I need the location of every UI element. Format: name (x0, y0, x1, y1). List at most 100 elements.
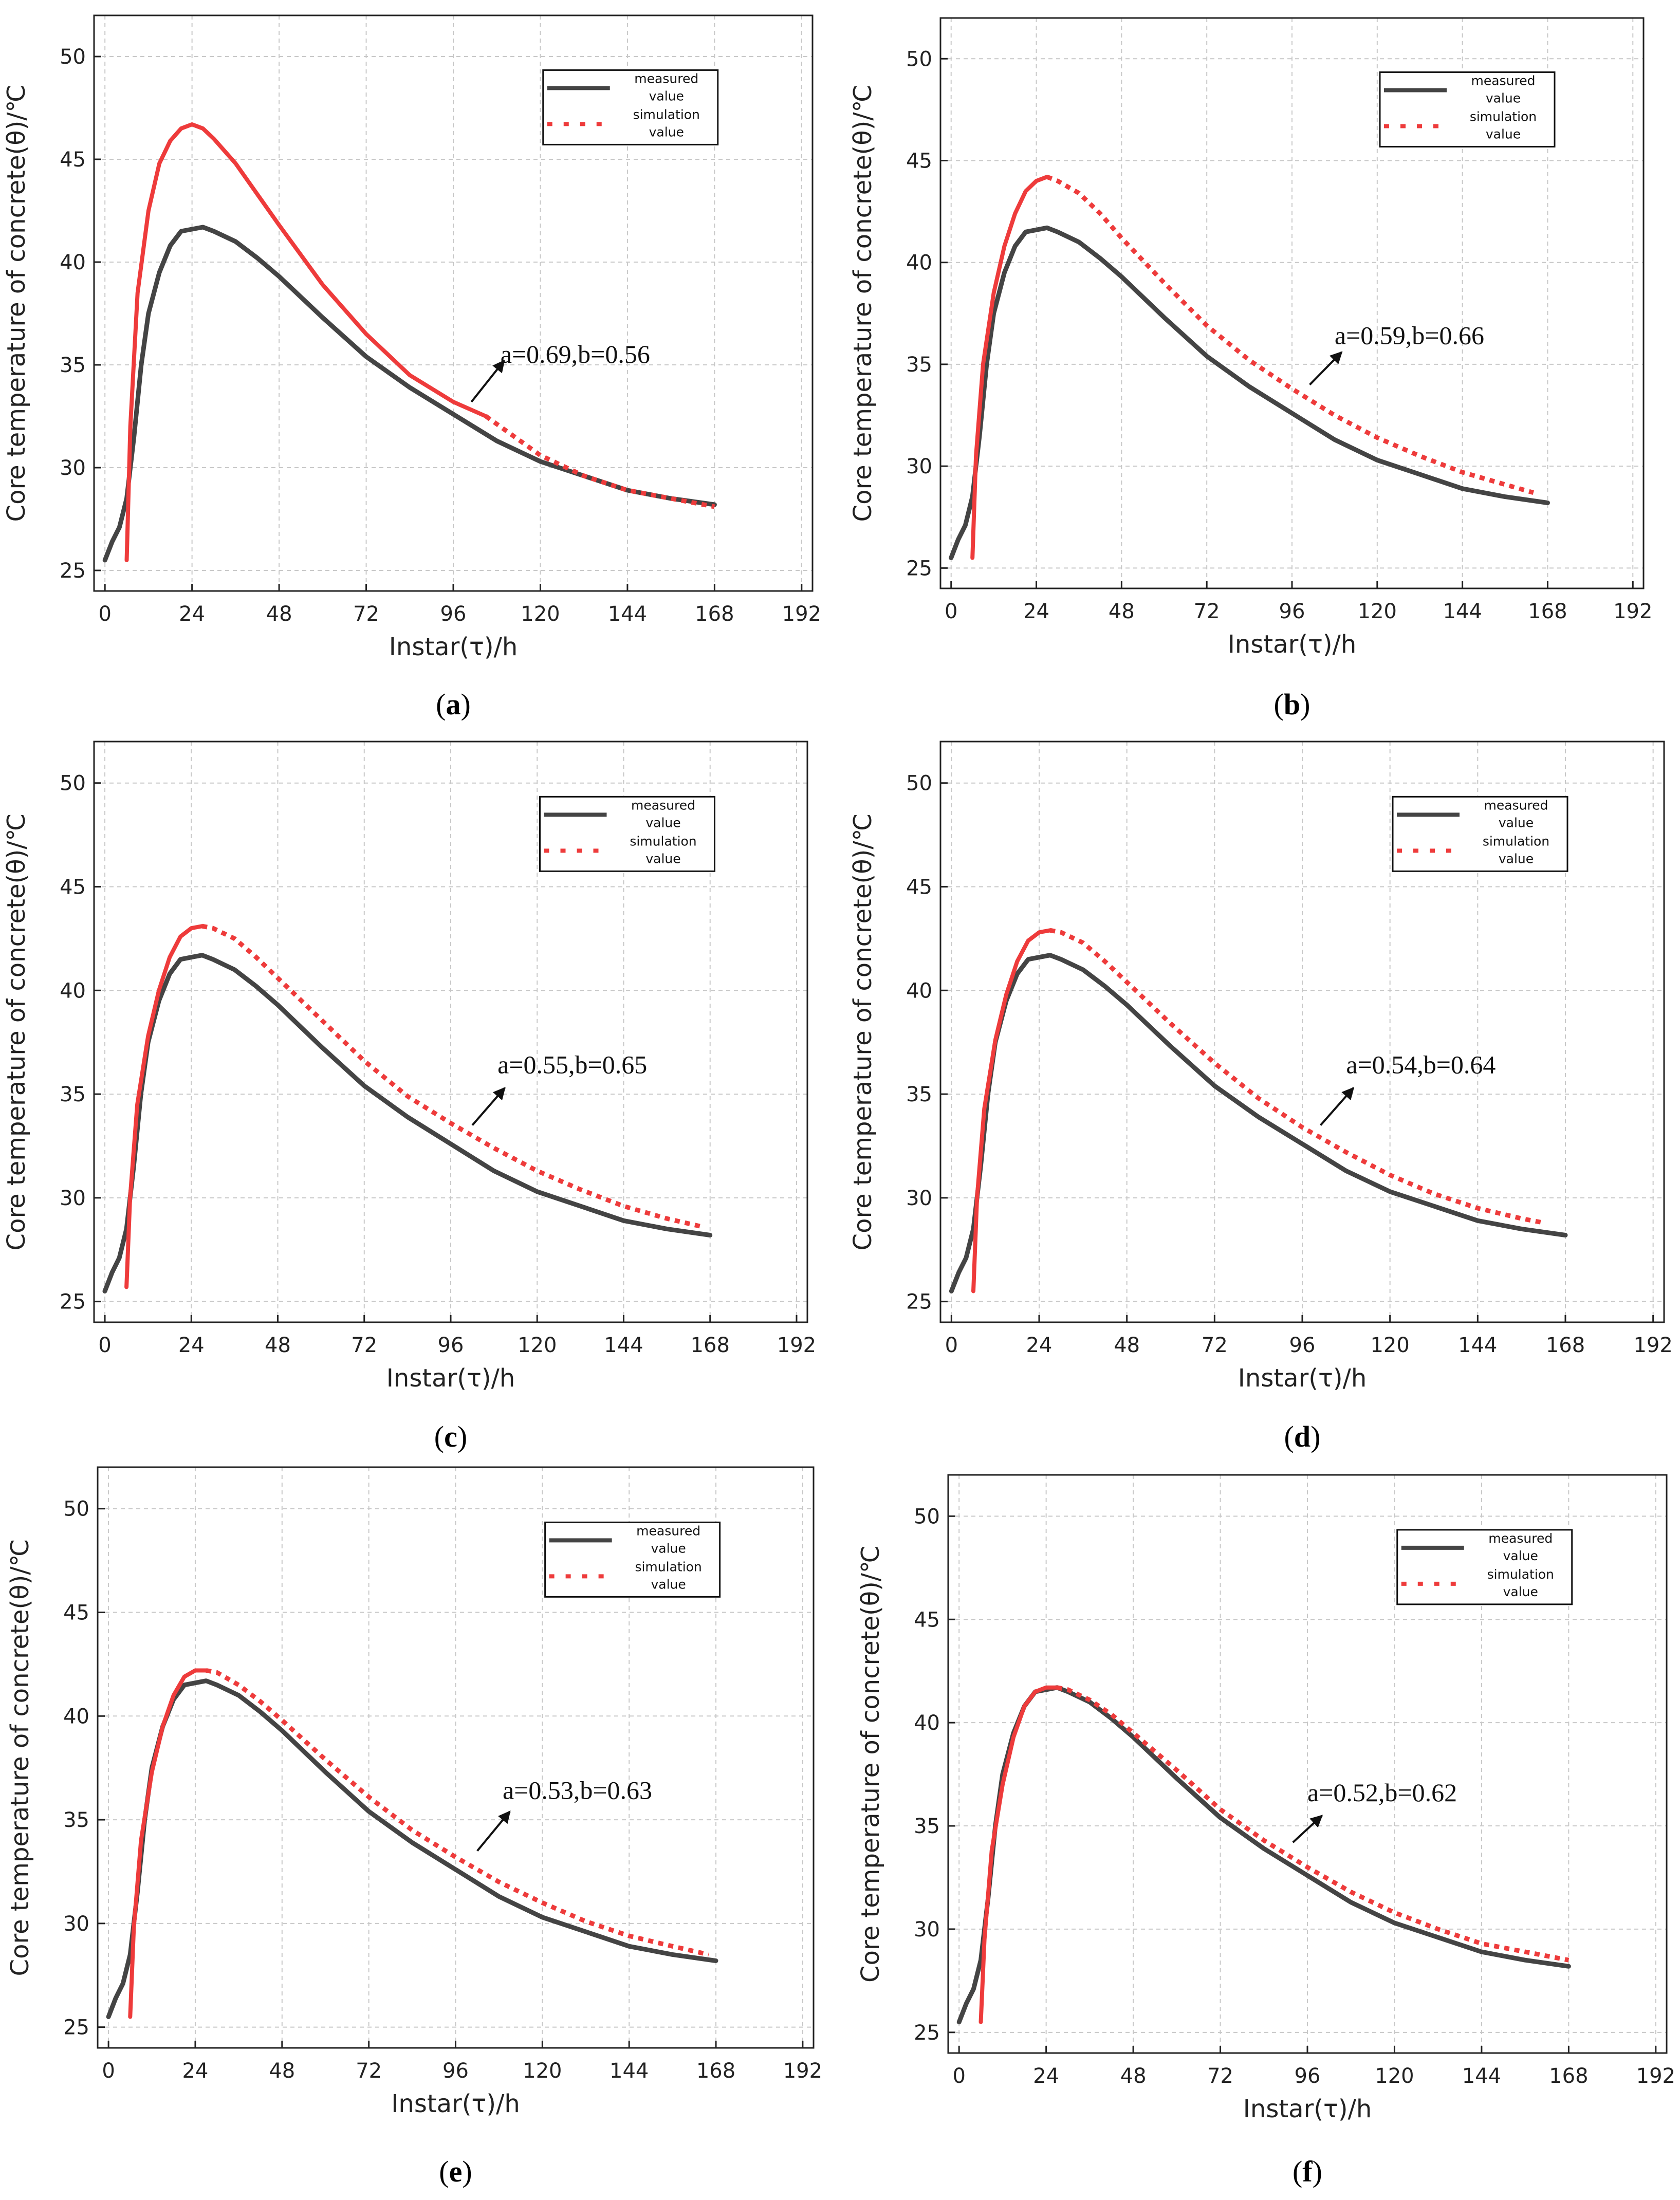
y-tick-label: 40 (60, 979, 86, 1003)
x-tick-label: 96 (1289, 1334, 1316, 1357)
x-tick-label: 24 (1023, 600, 1049, 623)
panel-caption: (c) (434, 1420, 467, 1453)
x-tick-label: 144 (610, 2059, 649, 2083)
x-tick-label: 72 (356, 2059, 382, 2083)
legend-box (1379, 71, 1556, 147)
x-axis-title: Instar(τ)/h (389, 633, 518, 661)
x-tick-label: 48 (1114, 1334, 1140, 1357)
x-tick-label: 0 (98, 1334, 111, 1357)
x-tick-label: 48 (269, 2059, 295, 2083)
x-tick-label: 144 (1462, 2064, 1501, 2088)
x-tick-label: 192 (1633, 1334, 1672, 1357)
annotation-label: a=0.53,b=0.63 (503, 1776, 652, 1805)
annotation-arrow (1320, 1087, 1355, 1126)
y-tick-label: 25 (63, 2016, 89, 2040)
y-tick-label: 40 (906, 251, 932, 275)
legend-box (1396, 1529, 1573, 1605)
y-tick-label: 35 (63, 1808, 89, 1832)
x-tick-label: 0 (945, 600, 957, 623)
y-tick-label: 25 (914, 2021, 940, 2045)
x-tick-label: 168 (1546, 1334, 1585, 1357)
x-tick-label: 96 (440, 602, 467, 626)
x-axis-title: Instar(τ)/h (391, 2090, 520, 2118)
x-tick-label: 72 (353, 602, 379, 626)
x-tick-label: 168 (695, 602, 734, 626)
panel-caption: (a) (436, 688, 471, 721)
x-tick-label: 24 (1026, 1334, 1053, 1357)
y-tick-label: 50 (906, 47, 932, 71)
y-tick-label: 45 (906, 150, 932, 173)
legend-entry: measured value (636, 1523, 700, 1556)
x-tick-label: 168 (1528, 600, 1567, 623)
x-tick-label: 120 (521, 602, 560, 626)
x-tick-label: 192 (783, 2059, 822, 2083)
series-line-simulation-solid (971, 928, 1053, 1293)
y-tick-label: 35 (906, 1083, 932, 1106)
y-tick-label: 50 (906, 772, 932, 796)
y-tick-label: 35 (60, 354, 86, 377)
legend-entry: simulation value (1487, 1567, 1554, 1599)
x-tick-label: 168 (696, 2059, 735, 2083)
x-axis-title: Instar(τ)/h (386, 1364, 515, 1393)
legend-entry: simulation value (633, 107, 700, 139)
y-axis-title: Core temperature of concrete(θ)/℃ (848, 814, 877, 1251)
x-tick-label: 120 (1375, 2064, 1414, 2088)
annotation-label: a=0.52,b=0.62 (1307, 1778, 1457, 1807)
chart-panel-f: 0 24 48 72 96 120 144 168 192 25 30 35 40 45 50 Instar(… (856, 1474, 1675, 2188)
x-tick-label: 168 (1549, 2064, 1588, 2088)
chart-panel-a: 0 24 48 72 96 120 144 168 192 25 30 35 40 45 50 Instar(… (2, 14, 821, 721)
y-axis-title: Core temperature of concrete(θ)/℃ (856, 1545, 885, 1983)
y-tick-label: 50 (60, 45, 86, 69)
annotation-arrow (471, 1087, 506, 1126)
x-tick-label: 120 (518, 1334, 557, 1357)
series-line-simulation-solid (124, 122, 488, 562)
y-tick-label: 25 (906, 1290, 932, 1314)
x-tick-label: 120 (1358, 600, 1397, 623)
x-axis-title: Instar(τ)/h (1238, 1364, 1367, 1393)
series-line-simulation-dotted (201, 923, 704, 1229)
panel-caption: (f) (1293, 2155, 1322, 2188)
y-tick-label: 40 (60, 251, 86, 274)
x-tick-label: 144 (604, 1334, 643, 1357)
y-tick-label: 45 (60, 148, 86, 172)
y-tick-label: 25 (60, 559, 86, 583)
y-tick-label: 30 (60, 456, 86, 480)
y-tick-label: 30 (60, 1187, 86, 1210)
x-tick-label: 48 (1109, 600, 1135, 623)
x-tick-label: 0 (952, 2064, 965, 2088)
x-tick-label: 0 (98, 602, 111, 626)
y-axis-title: Core temperature of concrete(θ)/℃ (2, 814, 31, 1251)
series-line-simulation-solid (979, 1685, 1059, 2024)
x-tick-label: 24 (1033, 2064, 1059, 2088)
legend: measured value simulation value (1392, 796, 1568, 872)
legend-entry: simulation value (630, 834, 696, 866)
x-tick-label: 192 (782, 602, 821, 626)
annotation-label: a=0.59,b=0.66 (1335, 321, 1484, 349)
x-axis-title: Instar(τ)/h (1243, 2095, 1372, 2123)
legend-entry: measured value (1488, 1531, 1553, 1563)
series-line-simulation-dotted (1049, 928, 1544, 1225)
series-line-simulation-dotted (1046, 174, 1535, 495)
y-tick-label: 45 (914, 1608, 940, 1632)
annotation-arrow (470, 360, 505, 403)
x-tick-label: 144 (608, 602, 647, 626)
legend-box (1392, 796, 1568, 872)
y-tick-label: 45 (60, 876, 86, 899)
y-tick-label: 45 (906, 876, 932, 899)
x-tick-label: 24 (179, 602, 205, 626)
chart-panel-c: 0 24 48 72 96 120 144 168 192 25 30 35 40 45 50 Instar(… (2, 741, 816, 1453)
x-tick-label: 96 (1295, 2064, 1321, 2088)
series-line-measured (949, 225, 1550, 560)
annotation-label: a=0.54,b=0.64 (1346, 1050, 1496, 1079)
x-tick-label: 72 (1194, 600, 1220, 623)
series-line-measured (956, 1685, 1571, 2025)
legend-entry: measured value (631, 798, 695, 830)
x-tick-label: 48 (1120, 2064, 1147, 2088)
x-tick-label: 72 (1202, 1334, 1228, 1357)
legend-box (542, 69, 719, 145)
y-tick-label: 30 (914, 1918, 940, 1942)
y-tick-label: 35 (914, 1815, 940, 1838)
x-tick-label: 96 (438, 1334, 464, 1357)
y-tick-label: 30 (63, 1912, 89, 1936)
x-tick-label: 192 (1613, 600, 1652, 623)
